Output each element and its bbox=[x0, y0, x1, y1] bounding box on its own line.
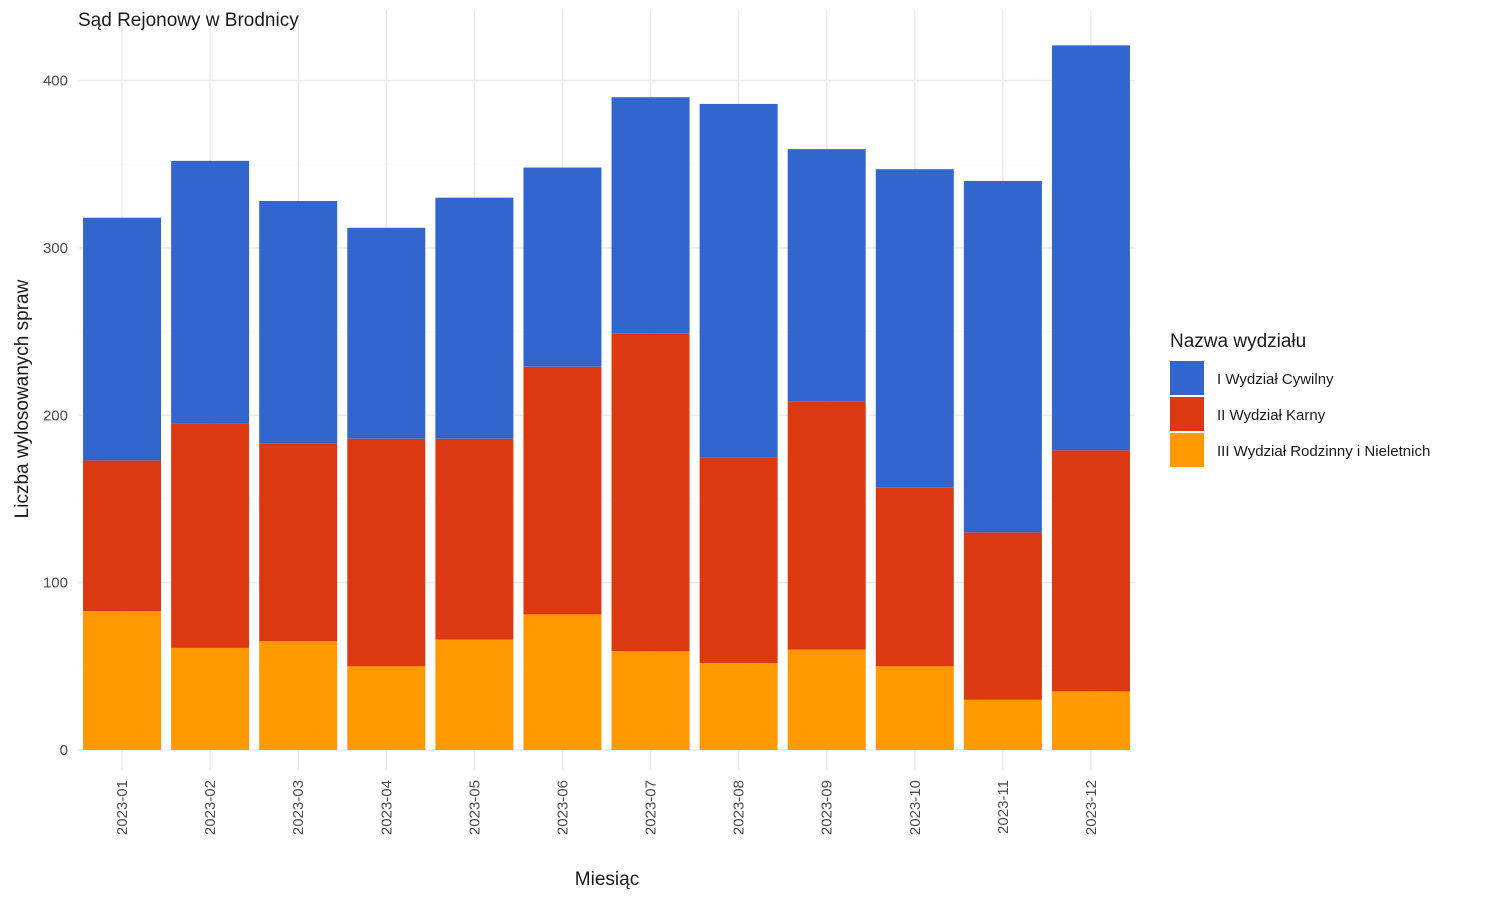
y-tick-label: 200 bbox=[43, 407, 68, 424]
bar-segment bbox=[259, 201, 338, 444]
y-tick-label: 100 bbox=[43, 575, 68, 592]
bar-segment bbox=[1051, 691, 1130, 750]
bar-segment bbox=[347, 666, 426, 750]
bar-segment bbox=[435, 438, 514, 640]
bar-segment bbox=[787, 649, 866, 750]
legend-label: I Wydział Cywilny bbox=[1217, 371, 1334, 388]
x-tick-label: 2023-03 bbox=[290, 780, 307, 835]
bar-segment bbox=[699, 103, 778, 458]
bar-segment bbox=[83, 217, 162, 461]
bar-segment bbox=[435, 639, 514, 750]
legend-key bbox=[1170, 361, 1204, 395]
bar-segment bbox=[699, 662, 778, 750]
bar-segment bbox=[963, 180, 1042, 533]
bar-segment bbox=[875, 666, 954, 750]
x-tick-label: 2023-01 bbox=[114, 780, 131, 835]
bar-segment bbox=[787, 149, 866, 402]
bar-segment bbox=[611, 333, 690, 652]
x-tick-label: 2023-06 bbox=[554, 780, 571, 835]
x-tick-label: 2023-04 bbox=[378, 780, 395, 835]
y-tick-label: 0 bbox=[60, 742, 68, 759]
bar-segment bbox=[787, 401, 866, 650]
bar-segment bbox=[523, 366, 602, 615]
bar-segment bbox=[347, 227, 426, 439]
x-tick-label: 2023-10 bbox=[907, 780, 924, 835]
bar-segment bbox=[611, 97, 690, 334]
legend-label: III Wydział Rodzinny i Nieletnich bbox=[1217, 443, 1430, 460]
x-tick-label: 2023-09 bbox=[819, 780, 836, 835]
y-tick-label: 400 bbox=[43, 73, 68, 90]
legend-title: Nazwa wydziału bbox=[1170, 331, 1306, 352]
x-tick-label: 2023-08 bbox=[731, 780, 748, 835]
bar-segment bbox=[259, 443, 338, 642]
y-tick-label: 300 bbox=[43, 240, 68, 257]
x-tick-label: 2023-07 bbox=[643, 780, 660, 835]
bar-segment bbox=[1051, 450, 1130, 692]
bar-segment bbox=[611, 651, 690, 750]
x-tick-label: 2023-05 bbox=[466, 780, 483, 835]
bar-segment bbox=[523, 614, 602, 750]
bar-segment bbox=[523, 167, 602, 367]
bar-segment bbox=[171, 647, 250, 750]
bar-segment bbox=[171, 423, 250, 648]
bars bbox=[83, 45, 1130, 750]
legend-label: II Wydział Karny bbox=[1217, 407, 1326, 424]
bar-segment bbox=[963, 532, 1042, 700]
legend: Nazwa wydziału I Wydział Cywilny II Wydzi… bbox=[1170, 331, 1430, 467]
legend-key bbox=[1170, 397, 1204, 431]
bar-segment bbox=[171, 160, 250, 424]
bar-segment bbox=[83, 611, 162, 750]
bar-segment bbox=[699, 457, 778, 663]
bar-segment bbox=[875, 169, 954, 488]
bar-segment bbox=[1051, 45, 1130, 451]
legend-key bbox=[1170, 433, 1204, 467]
x-tick-label: 2023-11 bbox=[995, 780, 1012, 834]
bar-segment bbox=[347, 438, 426, 667]
y-axis-ticks: 0 100 200 300 400 bbox=[43, 73, 68, 760]
bar-segment bbox=[83, 460, 162, 612]
x-tick-label: 2023-02 bbox=[202, 780, 219, 835]
y-axis-title: Liczba wylosowanych spraw bbox=[12, 279, 33, 518]
bar-segment bbox=[963, 699, 1042, 750]
bar-segment bbox=[259, 641, 338, 750]
x-axis-title: Miesiąc bbox=[575, 869, 639, 890]
x-axis-ticks: 2023-01 2023-02 2023-03 2023-04 2023-05 2023-… bbox=[114, 780, 1100, 835]
x-tick-label: 2023-12 bbox=[1083, 780, 1100, 835]
bar-segment bbox=[875, 487, 954, 667]
chart-title: Sąd Rejonowy w Brodnicy bbox=[78, 10, 299, 31]
bar-segment bbox=[435, 197, 514, 439]
